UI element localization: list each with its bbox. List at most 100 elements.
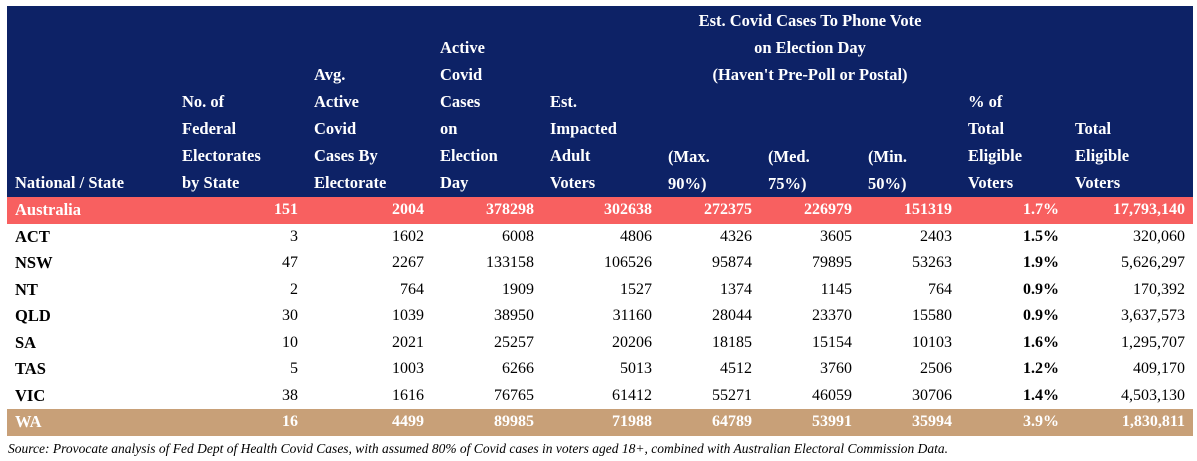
value-cell-electorates: 151 [274,201,298,219]
value-cell-med75: 1145 [820,280,852,298]
value-cell-pct: 0.9% [1023,307,1059,325]
value-cell-min50: 53263 [912,254,952,272]
header-line: (Max. [668,147,710,166]
state-name-cell: QLD [15,306,51,326]
header-line: % of [968,92,1003,111]
value-cell-max90: 272375 [704,201,752,219]
column-header: Avg. Active Covid Cases By Electorate [306,6,432,197]
header-line: Voters [968,173,1014,192]
value-cell-impacted: 4806 [620,227,652,245]
column-header: Est. Impacted Adult Voters [542,6,660,197]
value-cell-avg-cases: 1003 [392,360,424,378]
value-cell-max90: 95874 [712,254,752,272]
header-line: 50%) [868,174,907,193]
subcolumn-header: (Med. 75%) [760,143,860,197]
value-cell-electorates: 47 [282,254,298,272]
state-name-cell: ACT [15,226,50,246]
value-cell-pct: 0.9% [1023,280,1059,298]
header-line: Voters [550,173,596,192]
value-cell-avg-cases: 2004 [392,201,424,219]
value-cell-impacted: 106526 [604,254,652,272]
header-line: Active [314,92,359,111]
value-cell-min50: 764 [928,280,952,298]
value-cell-max90: 28044 [712,307,752,325]
value-cell-med75: 15154 [812,333,852,351]
value-cell-min50: 35994 [912,413,952,431]
column-header: Active Covid Cases on Election Day [432,6,542,197]
table-row: TAS 5 1003 6266 5013 4512 3760 2506 1.2% 409,170 [7,356,1193,383]
value-cell-electorates: 10 [282,333,298,351]
header-line: Covid [440,65,483,84]
header-line: Eligible [968,146,1023,165]
value-cell-med75: 3760 [820,360,852,378]
value-cell-pct: 1.5% [1023,227,1059,245]
value-cell-med75: 3605 [820,227,852,245]
header-line: Covid [314,119,357,138]
header-line: Est. [550,92,578,111]
value-cell-max90: 18185 [712,333,752,351]
state-name-cell: Australia [15,200,81,220]
value-cell-max90: 64789 [712,413,752,431]
header-line: 90%) [668,174,707,193]
subcolumn-header: (Max. 90%) [660,143,760,197]
table-row: QLD 30 1039 38950 31160 28044 23370 15580 0.9% 3,… [7,303,1193,330]
value-cell-pct: 3.9% [1023,413,1059,431]
value-cell-total: 409,170 [1133,360,1185,378]
value-cell-avg-cases: 4499 [392,413,424,431]
header-line: Cases [440,92,481,111]
state-name-cell: TAS [15,359,46,379]
column-header: % of Total Eligible Voters [960,6,1067,197]
value-cell-electorates: 2 [290,280,298,298]
value-cell-electorates: 38 [282,386,298,404]
value-cell-active-cases: 6008 [502,227,534,245]
table-row: WA 16 4499 89985 71988 64789 53991 35994 3.9% 1,8… [7,409,1193,436]
header-line: No. of [182,92,225,111]
value-cell-min50: 151319 [904,201,952,219]
table-row: ACT 3 1602 6008 4806 4326 3605 2403 1.5% 320,060 [7,223,1193,250]
table-header-row: National / State No. of Federal Electorates… [7,6,1193,197]
value-cell-active-cases: 133158 [486,254,534,272]
covid-phone-vote-table: National / State No. of Federal Electorates… [7,6,1193,436]
state-name-cell: NSW [15,253,53,273]
value-cell-impacted: 302638 [604,201,652,219]
value-cell-active-cases: 1909 [502,280,534,298]
header-line: Avg. [314,65,346,84]
header-line: Eligible [1075,146,1130,165]
group-header-line: Est. Covid Cases To Phone Vote [698,11,922,30]
value-cell-max90: 4326 [720,227,752,245]
value-cell-avg-cases: 1602 [392,227,424,245]
value-cell-min50: 2506 [920,360,952,378]
value-cell-pct: 1.7% [1023,201,1059,219]
value-cell-total: 320,060 [1133,227,1185,245]
header-line: Impacted [550,119,617,138]
value-cell-total: 4,503,130 [1121,386,1185,404]
value-cell-pct: 1.4% [1023,386,1059,404]
value-cell-med75: 226979 [804,201,852,219]
value-cell-impacted: 71988 [612,413,652,431]
value-cell-pct: 1.2% [1023,360,1059,378]
header-line: Electorates [182,146,261,165]
value-cell-min50: 15580 [912,307,952,325]
value-cell-min50: 2403 [920,227,952,245]
state-name-cell: VIC [15,385,46,405]
value-cell-total: 17,793,140 [1113,201,1185,219]
value-cell-pct: 1.6% [1023,333,1059,351]
value-cell-avg-cases: 764 [400,280,424,298]
header-line: Election [440,146,498,165]
value-cell-total: 3,637,573 [1121,307,1185,325]
group-header: Est. Covid Cases To Phone Vote on Electio… [660,7,960,88]
value-cell-impacted: 31160 [612,307,652,325]
value-cell-impacted: 61412 [612,386,652,404]
header-line: Total [968,119,1005,138]
header-line: Electorate [314,173,387,192]
value-cell-impacted: 1527 [620,280,652,298]
group-header-line: (Haven't Pre-Poll or Postal) [712,65,908,84]
value-cell-impacted: 5013 [620,360,652,378]
column-header: No. of Federal Electorates by State [174,6,306,197]
header-line: Voters [1075,173,1121,192]
header-line: Federal [182,119,237,138]
table-row: Australia 151 2004 378298 302638 272375 226979… [7,197,1193,224]
value-cell-total: 1,295,707 [1121,333,1185,351]
state-name-cell: WA [15,412,42,432]
value-cell-max90: 1374 [720,280,752,298]
